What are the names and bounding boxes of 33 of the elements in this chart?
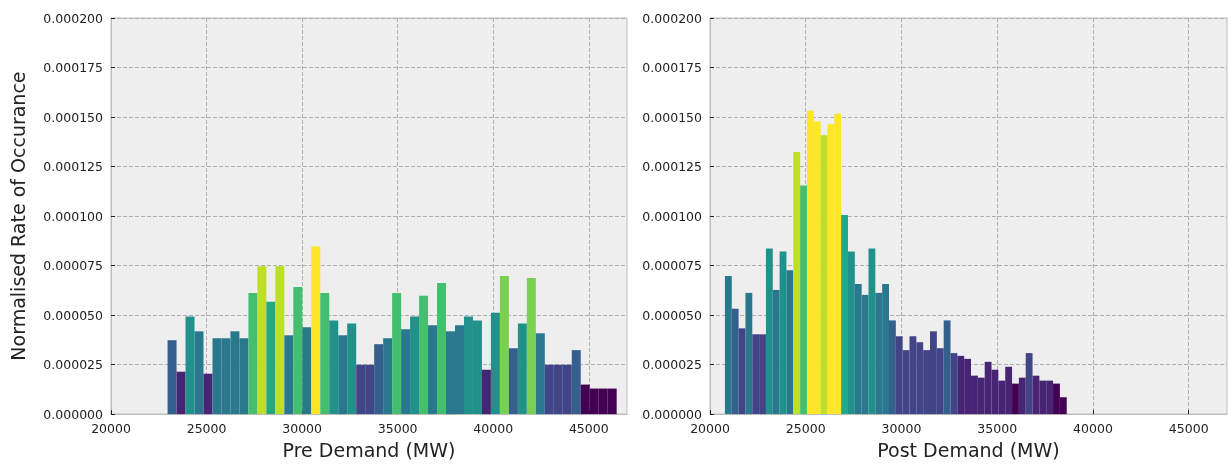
- y-tick-label: 0.000125: [43, 159, 103, 175]
- y-axis-title: Normalised Rate of Occurance: [6, 71, 29, 361]
- y-tick-label: 0.000175: [642, 60, 702, 76]
- y-tick-label: 0.000025: [642, 357, 702, 373]
- y-tick-label: 0.000025: [43, 357, 103, 373]
- x-tick-label: 45000: [1168, 421, 1209, 437]
- x-tick-label: 20000: [690, 421, 730, 437]
- y-tick-label: 0.000100: [43, 208, 104, 224]
- x-axis-title: Pre Demand (MW): [282, 438, 456, 461]
- y-tick-label: 0.000075: [642, 258, 702, 274]
- y-tick-label: 0.000000: [642, 406, 703, 422]
- x-tick-label: 35000: [977, 421, 1018, 437]
- x-axis-title: Post Demand (MW): [877, 438, 1060, 461]
- y-tick-label: 0.000075: [43, 258, 103, 274]
- x-tick-label: 35000: [377, 421, 418, 437]
- x-tick-label: 25000: [186, 421, 227, 437]
- x-tick-label: 20000: [91, 421, 131, 437]
- y-tick-label: 0.000125: [642, 159, 702, 175]
- x-tick-label: 40000: [473, 421, 514, 437]
- x-tick-label: 30000: [282, 421, 323, 437]
- y-tick-label: 0.000050: [642, 307, 703, 323]
- y-tick-label: 0.000100: [642, 208, 703, 224]
- y-tick-label: 0.000150: [642, 109, 703, 125]
- x-tick-label: 40000: [1073, 421, 1113, 437]
- x-tick-label: 30000: [881, 421, 922, 437]
- y-tick-label: 0.000200: [642, 10, 703, 26]
- y-tick-label: 0.000050: [43, 307, 104, 323]
- y-tick-label: 0.000000: [43, 406, 104, 422]
- x-tick-label: 45000: [568, 421, 609, 437]
- y-tick-label: 0.000175: [43, 60, 103, 76]
- x-tick-label: 25000: [785, 421, 826, 437]
- y-tick-label: 0.000150: [43, 109, 104, 125]
- y-tick-label: 0.000200: [43, 10, 104, 26]
